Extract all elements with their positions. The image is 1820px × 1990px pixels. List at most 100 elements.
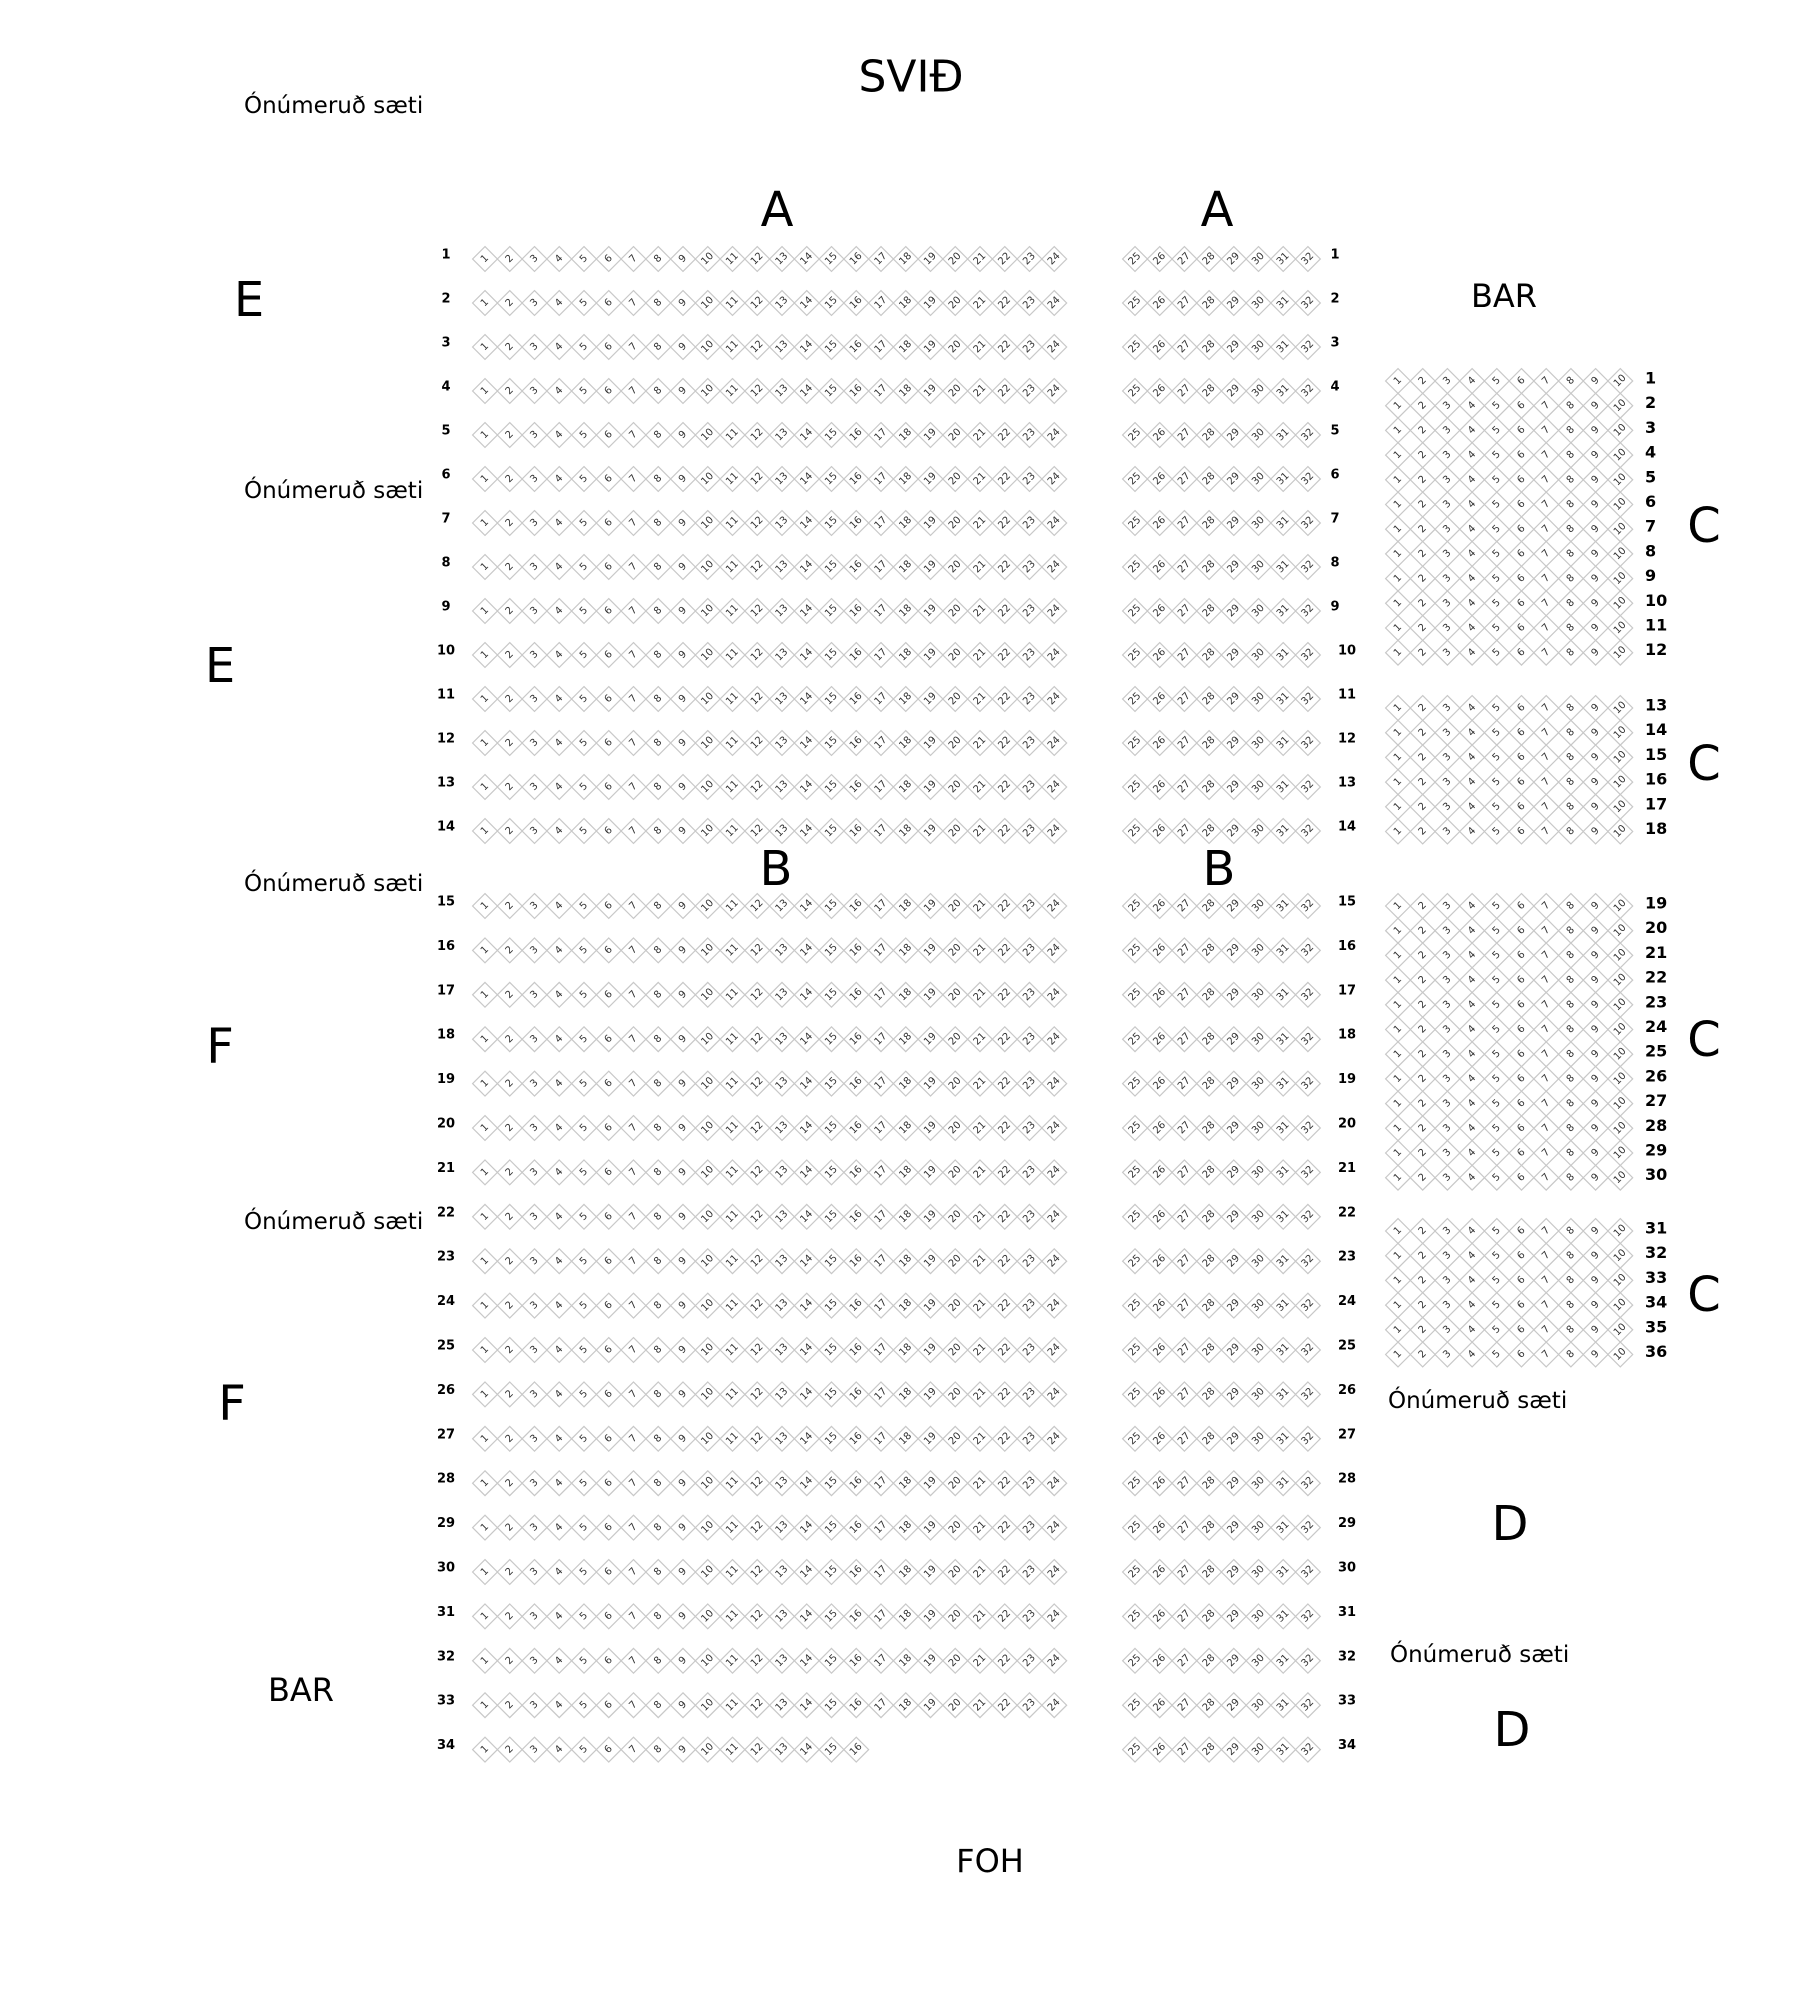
seat-17-27[interactable]: 27 — [1171, 981, 1198, 1009]
seat-8-20[interactable]: 20 — [942, 553, 969, 581]
seat-15-19[interactable]: 19 — [917, 892, 944, 920]
seat-31-24[interactable]: 24 — [1041, 1603, 1068, 1630]
seat-30-13[interactable]: 13 — [768, 1558, 796, 1586]
seat-32-8[interactable]: 8 — [645, 1647, 672, 1675]
seat-17-2[interactable]: 2 — [496, 981, 523, 1009]
seat-15-30[interactable]: 30 — [1245, 892, 1272, 920]
seat-3-11[interactable]: 11 — [719, 333, 746, 361]
seat-c7-8[interactable]: 8 — [1557, 515, 1585, 543]
seat-c11-10[interactable]: 10 — [1607, 614, 1634, 642]
seat-33-7[interactable]: 7 — [620, 1691, 647, 1719]
seat-1-17[interactable]: 17 — [867, 245, 895, 273]
seat-2-16[interactable]: 16 — [843, 289, 870, 317]
seat-23-19[interactable]: 19 — [917, 1247, 944, 1275]
seat-30-22[interactable]: 22 — [991, 1558, 1018, 1586]
seat-5-17[interactable]: 17 — [867, 421, 895, 449]
seat-12-9[interactable]: 9 — [669, 729, 697, 757]
seat-9-8[interactable]: 8 — [645, 597, 672, 625]
seat-18-3[interactable]: 3 — [521, 1025, 548, 1053]
seat-9-24[interactable]: 24 — [1041, 597, 1068, 625]
seat-4-31[interactable]: 31 — [1269, 377, 1297, 405]
seat-25-12[interactable]: 12 — [744, 1336, 771, 1364]
seat-15-3[interactable]: 3 — [521, 892, 548, 920]
seat-9-2[interactable]: 2 — [496, 597, 523, 625]
seat-c14-1[interactable]: 1 — [1384, 719, 1412, 746]
seat-31-18[interactable]: 18 — [892, 1603, 919, 1630]
seat-c25-6[interactable]: 6 — [1508, 1040, 1535, 1068]
seat-12-3[interactable]: 3 — [521, 729, 548, 757]
seat-7-6[interactable]: 6 — [595, 509, 622, 537]
seat-c12-4[interactable]: 4 — [1458, 639, 1486, 666]
seat-31-15[interactable]: 15 — [818, 1603, 845, 1630]
seat-6-6[interactable]: 6 — [595, 465, 622, 493]
seat-13-11[interactable]: 11 — [719, 773, 746, 801]
seat-25-31[interactable]: 31 — [1269, 1336, 1297, 1364]
seat-16-1[interactable]: 1 — [471, 937, 499, 964]
seat-3-8[interactable]: 8 — [645, 333, 672, 361]
seat-4-4[interactable]: 4 — [546, 377, 573, 405]
seat-25-23[interactable]: 23 — [1016, 1336, 1043, 1364]
seat-c30-10[interactable]: 10 — [1607, 1164, 1634, 1191]
seat-6-11[interactable]: 11 — [719, 465, 746, 493]
seat-c17-4[interactable]: 4 — [1458, 793, 1486, 821]
seat-7-27[interactable]: 27 — [1171, 509, 1198, 537]
seat-c31-3[interactable]: 3 — [1434, 1217, 1461, 1245]
seat-21-25[interactable]: 25 — [1121, 1159, 1149, 1186]
seat-c15-5[interactable]: 5 — [1483, 744, 1511, 771]
seat-c3-5[interactable]: 5 — [1483, 417, 1511, 444]
seat-11-32[interactable]: 32 — [1294, 685, 1322, 713]
seat-14-16[interactable]: 16 — [843, 817, 870, 845]
seat-c24-7[interactable]: 7 — [1532, 1016, 1560, 1043]
seat-5-2[interactable]: 2 — [496, 421, 523, 449]
seat-c20-9[interactable]: 9 — [1582, 917, 1609, 944]
seat-9-13[interactable]: 13 — [768, 597, 796, 625]
seat-8-25[interactable]: 25 — [1121, 553, 1149, 581]
seat-7-5[interactable]: 5 — [570, 509, 598, 537]
seat-3-28[interactable]: 28 — [1195, 333, 1223, 361]
seat-c15-7[interactable]: 7 — [1532, 744, 1560, 771]
seat-c21-10[interactable]: 10 — [1607, 942, 1634, 969]
seat-20-23[interactable]: 23 — [1016, 1114, 1043, 1142]
seat-c9-10[interactable]: 10 — [1607, 565, 1634, 592]
seat-26-20[interactable]: 20 — [942, 1381, 969, 1408]
seat-c27-6[interactable]: 6 — [1508, 1090, 1535, 1117]
seat-19-16[interactable]: 16 — [843, 1070, 870, 1097]
seat-14-22[interactable]: 22 — [991, 817, 1018, 845]
seat-4-18[interactable]: 18 — [892, 377, 919, 405]
seat-34-31[interactable]: 31 — [1269, 1736, 1297, 1763]
seat-29-30[interactable]: 30 — [1245, 1514, 1272, 1541]
seat-23-27[interactable]: 27 — [1171, 1247, 1198, 1275]
seat-c36-4[interactable]: 4 — [1458, 1341, 1486, 1368]
seat-16-17[interactable]: 17 — [867, 937, 895, 964]
seat-c23-4[interactable]: 4 — [1458, 991, 1486, 1019]
seat-3-31[interactable]: 31 — [1269, 333, 1297, 361]
seat-c14-2[interactable]: 2 — [1409, 719, 1436, 746]
seat-23-23[interactable]: 23 — [1016, 1247, 1043, 1275]
seat-28-26[interactable]: 26 — [1146, 1469, 1173, 1497]
seat-21-20[interactable]: 20 — [942, 1159, 969, 1186]
seat-c15-4[interactable]: 4 — [1458, 744, 1486, 771]
seat-c18-10[interactable]: 10 — [1607, 818, 1634, 845]
seat-18-12[interactable]: 12 — [744, 1025, 771, 1053]
seat-9-7[interactable]: 7 — [620, 597, 647, 625]
seat-19-2[interactable]: 2 — [496, 1070, 523, 1097]
seat-32-29[interactable]: 29 — [1220, 1647, 1248, 1675]
seat-c6-10[interactable]: 10 — [1607, 491, 1634, 518]
seat-14-19[interactable]: 19 — [917, 817, 944, 845]
seat-11-23[interactable]: 23 — [1016, 685, 1043, 713]
seat-13-6[interactable]: 6 — [595, 773, 622, 801]
seat-32-19[interactable]: 19 — [917, 1647, 944, 1675]
seat-c6-6[interactable]: 6 — [1508, 491, 1535, 518]
seat-c8-4[interactable]: 4 — [1458, 540, 1486, 568]
seat-33-3[interactable]: 3 — [521, 1691, 548, 1719]
seat-8-28[interactable]: 28 — [1195, 553, 1223, 581]
seat-c20-8[interactable]: 8 — [1557, 917, 1585, 944]
seat-6-3[interactable]: 3 — [521, 465, 548, 493]
seat-21-32[interactable]: 32 — [1294, 1159, 1322, 1186]
seat-18-10[interactable]: 10 — [694, 1025, 721, 1053]
seat-31-12[interactable]: 12 — [744, 1603, 771, 1630]
seat-10-26[interactable]: 26 — [1146, 641, 1173, 669]
seat-4-28[interactable]: 28 — [1195, 377, 1223, 405]
seat-19-6[interactable]: 6 — [595, 1070, 622, 1097]
seat-c15-3[interactable]: 3 — [1434, 744, 1461, 771]
